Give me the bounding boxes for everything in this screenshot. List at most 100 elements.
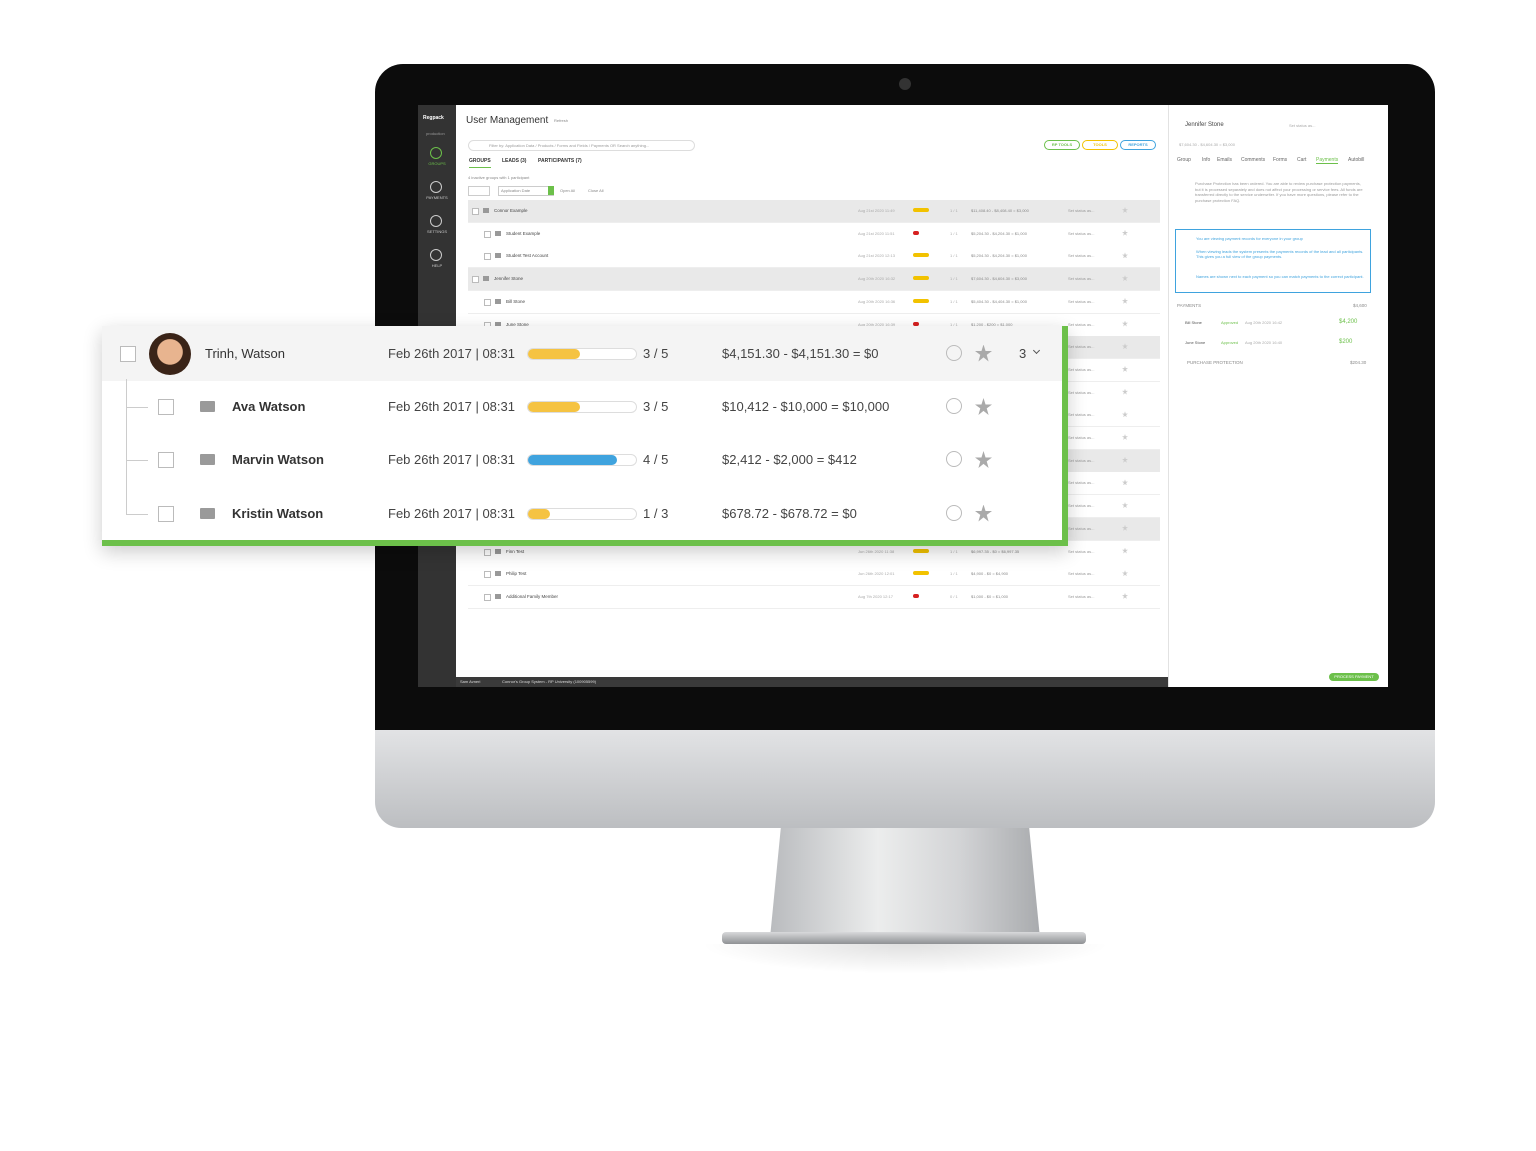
row-status[interactable]: Set status as...	[1068, 548, 1095, 554]
nav-label[interactable]: PAYMENTS	[426, 195, 448, 200]
close-all[interactable]: Close All	[588, 188, 604, 193]
side-panel: Jennifer Stone Set status as... $7,604.30 …	[1168, 105, 1388, 687]
star-icon[interactable]	[975, 398, 992, 415]
panel-tab[interactable]: Forms	[1273, 157, 1288, 163]
star-icon[interactable]	[975, 344, 992, 362]
row-star	[1122, 388, 1128, 395]
checkbox[interactable]	[158, 399, 174, 415]
user-icon[interactable]	[946, 344, 962, 361]
nav-label[interactable]: HELP	[431, 263, 443, 268]
row-status[interactable]: Set status as...	[1068, 321, 1095, 327]
row-star	[1122, 343, 1128, 350]
row-name: June Stone	[506, 321, 529, 327]
panel-tab[interactable]: Info	[1202, 157, 1211, 163]
checkbox[interactable]	[484, 593, 491, 601]
select-arrow	[548, 186, 554, 195]
row-status[interactable]: Set status as...	[1068, 571, 1095, 577]
row-star	[1122, 252, 1128, 259]
monitor-chin	[375, 730, 1435, 828]
process-payment-button[interactable]: PROCESS PAYMENT	[1329, 673, 1379, 681]
row-star	[1122, 502, 1128, 509]
row-status[interactable]: Set status as...	[1068, 457, 1095, 463]
info-text: 4 inactive groups with 1 participant	[468, 175, 530, 180]
card-count: 3	[1019, 345, 1027, 361]
row-status[interactable]: Set status as...	[1068, 389, 1095, 395]
row-status[interactable]: Set status as...	[1068, 525, 1095, 531]
panel-tab[interactable]: Cart	[1297, 157, 1307, 163]
row-status[interactable]: Set status as...	[1068, 344, 1095, 350]
sort-select[interactable]: Application Date	[498, 186, 554, 196]
tab[interactable]: LEADS (3)	[502, 158, 527, 164]
card-date: Feb 26th 2017 | 08:31	[388, 452, 515, 467]
row-date: Aug 21st 2020 12:13	[858, 253, 895, 259]
progress-fill	[528, 508, 550, 519]
row-status[interactable]: Set status as...	[1068, 208, 1095, 213]
payments-total: $4,600	[1353, 303, 1367, 308]
card-progress: 4 / 5	[643, 452, 669, 467]
nav-label[interactable]: SETTINGS	[426, 229, 447, 234]
star-icon[interactable]	[975, 451, 992, 468]
row-status[interactable]: Set status as...	[1068, 276, 1095, 282]
tool-button[interactable]: REPORTS	[1120, 140, 1156, 150]
row-star	[1122, 570, 1128, 577]
search-box[interactable]: Filter by: Application Data / Products /…	[468, 140, 695, 151]
tool-button[interactable]: RP TOOLS	[1044, 140, 1080, 150]
row-date: Aug 20th 2020 16:36	[858, 298, 896, 304]
checkbox[interactable]	[484, 253, 491, 261]
star-icon[interactable]	[975, 504, 992, 522]
row-status[interactable]: Set status as...	[1068, 298, 1095, 304]
nav-icon	[430, 181, 442, 193]
panel-tab[interactable]: Group	[1177, 157, 1191, 163]
row-status[interactable]: Set status as...	[1068, 230, 1095, 236]
user-icon[interactable]	[946, 398, 962, 414]
row-icon	[483, 208, 489, 213]
tab[interactable]: PARTICIPANTS (7)	[538, 158, 582, 164]
row-date: Aug 21st 2020 11:51	[858, 230, 895, 236]
checkbox[interactable]	[472, 208, 479, 215]
footer-bar: Sam Avneri Connor's Group System - RP Uni…	[456, 677, 1168, 687]
checkbox[interactable]	[158, 505, 174, 522]
row-status[interactable]: Set status as...	[1068, 480, 1095, 486]
panel-tab[interactable]: Emails	[1217, 157, 1233, 163]
row-star	[1122, 456, 1128, 463]
payments-heading: PAYMENTS	[1177, 303, 1202, 308]
checkbox[interactable]	[158, 452, 174, 468]
row-amounts: $5,404.30 - $4,404.30 = $1,000	[971, 298, 1027, 304]
progress-track	[527, 454, 637, 466]
checkbox[interactable]	[472, 276, 479, 284]
panel-tab[interactable]: Comments	[1241, 157, 1266, 163]
payment-amount: $200	[1339, 339, 1353, 345]
user-icon[interactable]	[946, 504, 962, 521]
chevron[interactable]	[1032, 346, 1041, 354]
row-status[interactable]: Set status as...	[1068, 366, 1095, 372]
info-box: You are viewing payment records for ever…	[1175, 229, 1371, 293]
row-date: Jun 26th 2020 12:01	[858, 571, 895, 577]
panel-tab[interactable]: Autobill	[1348, 157, 1365, 163]
row-progress-bar	[913, 321, 919, 326]
row-progress-bar	[913, 208, 929, 212]
group-row: Jennifer Stone Aug 20th 2020 16:32 1 / 1 $7…	[468, 268, 1160, 292]
panel-summary: $7,604.30 - $4,604.30 = $3,000	[1179, 142, 1235, 147]
checkbox[interactable]	[484, 548, 491, 556]
row-status[interactable]: Set status as...	[1068, 503, 1095, 509]
row-status[interactable]: Set status as...	[1068, 593, 1095, 599]
checkbox[interactable]	[484, 298, 491, 306]
tool-button[interactable]: TOOLS	[1082, 140, 1118, 150]
checkbox[interactable]	[484, 230, 491, 238]
row-amounts: $5,204.30 - $4,204.30 = $1,000	[971, 253, 1027, 259]
user-icon[interactable]	[946, 451, 962, 467]
row-status[interactable]: Set status as...	[1068, 412, 1095, 418]
row-progress-bar	[913, 230, 919, 235]
row-status[interactable]: Set status as...	[1068, 435, 1095, 440]
panel-tab[interactable]: Payments	[1316, 157, 1339, 164]
camera	[899, 78, 911, 90]
row-star	[1122, 297, 1128, 304]
card-amounts: $678.72 - $678.72 = $0	[722, 505, 857, 521]
open-all[interactable]: Open All	[560, 188, 576, 193]
checkbox[interactable]	[484, 571, 491, 579]
tab[interactable]: GROUPS	[469, 158, 491, 168]
row-name: Additional Family Member	[506, 593, 559, 599]
nav-label[interactable]: GROUPS	[428, 161, 446, 166]
checkbox[interactable]	[120, 345, 136, 362]
row-status[interactable]: Set status as...	[1068, 253, 1095, 259]
